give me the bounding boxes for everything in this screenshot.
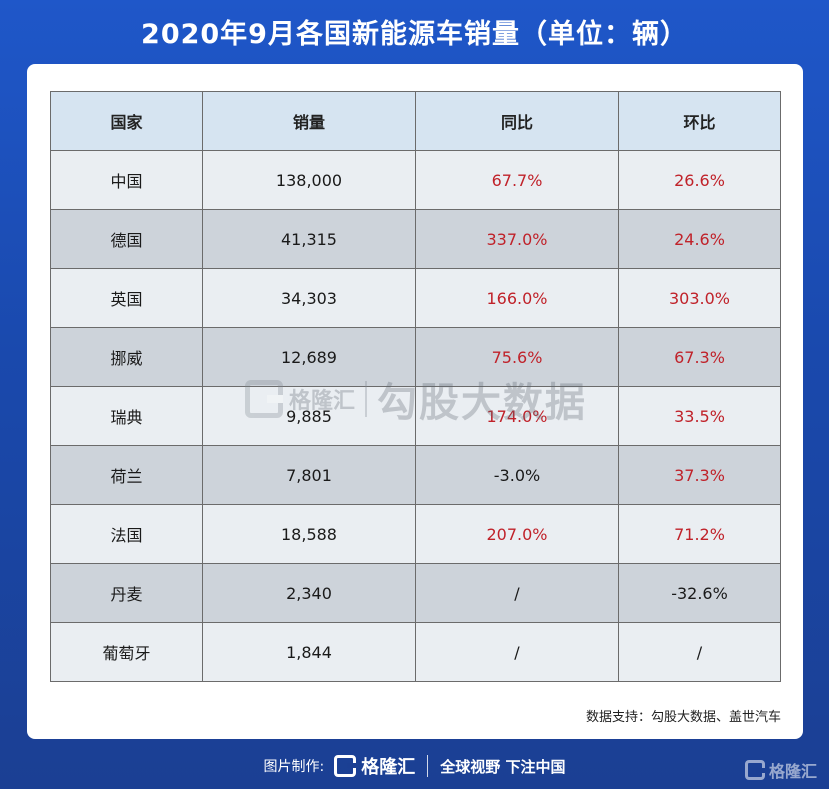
cell-country: 瑞典 (50, 386, 203, 446)
cell-country: 丹麦 (50, 563, 203, 623)
footer-divider (427, 755, 429, 777)
cell-country: 荷兰 (50, 445, 203, 505)
cell-country: 中国 (50, 150, 203, 210)
table-row: 英国 34,303 166.0% 303.0% (50, 268, 781, 328)
header-yoy: 同比 (415, 91, 619, 151)
cell-mom: 33.5% (618, 386, 781, 446)
table-row: 葡萄牙 1,844 / / (50, 622, 781, 682)
cell-sales: 18,588 (202, 504, 416, 564)
cell-mom: 37.3% (618, 445, 781, 505)
header-country: 国家 (50, 91, 203, 151)
table-row: 中国 138,000 67.7% 26.6% (50, 150, 781, 210)
cell-country: 德国 (50, 209, 203, 269)
cell-sales: 138,000 (202, 150, 416, 210)
corner-brand: 格隆汇 (768, 762, 817, 781)
corner-logo: 格隆汇 (744, 758, 817, 782)
cell-country: 英国 (50, 268, 203, 328)
footer-brand: 格隆汇 (361, 757, 416, 778)
table-row: 挪威 12,689 75.6% 67.3% (50, 327, 781, 387)
table-row: 德国 41,315 337.0% 24.6% (50, 209, 781, 269)
header-sales: 销量 (202, 91, 416, 151)
table-card: 国家 销量 同比 环比 中国 138,000 67.7% 26.6% 德国 41… (27, 64, 803, 739)
footer-slogan: 全球视野 下注中国 (440, 757, 566, 776)
cell-yoy: / (415, 563, 619, 623)
cell-yoy: -3.0% (415, 445, 619, 505)
cell-mom: 71.2% (618, 504, 781, 564)
cell-yoy: / (415, 622, 619, 682)
cell-yoy: 337.0% (415, 209, 619, 269)
cell-sales: 7,801 (202, 445, 416, 505)
sales-table: 国家 销量 同比 环比 中国 138,000 67.7% 26.6% 德国 41… (50, 91, 781, 682)
cell-mom: 24.6% (618, 209, 781, 269)
table-row: 瑞典 9,885 174.0% 33.5% (50, 386, 781, 446)
cell-sales: 9,885 (202, 386, 416, 446)
table-header-row: 国家 销量 同比 环比 (50, 91, 781, 151)
gelonghui-logo-icon (744, 760, 765, 780)
cell-yoy: 166.0% (415, 268, 619, 328)
cell-country: 法国 (50, 504, 203, 564)
cell-yoy: 75.6% (415, 327, 619, 387)
cell-mom: 26.6% (618, 150, 781, 210)
cell-yoy: 207.0% (415, 504, 619, 564)
footer-credit: 图片制作: (263, 759, 325, 775)
cell-sales: 34,303 (202, 268, 416, 328)
cell-yoy: 174.0% (415, 386, 619, 446)
cell-sales: 41,315 (202, 209, 416, 269)
table-row: 丹麦 2,340 / -32.6% (50, 563, 781, 623)
cell-mom: -32.6% (618, 563, 781, 623)
page-title: 2020年9月各国新能源车销量（单位：辆） (141, 19, 688, 50)
table-row: 荷兰 7,801 -3.0% 37.3% (50, 445, 781, 505)
cell-sales: 12,689 (202, 327, 416, 387)
header-mom: 环比 (618, 91, 781, 151)
cell-sales: 1,844 (202, 622, 416, 682)
cell-mom: 67.3% (618, 327, 781, 387)
cell-country: 挪威 (50, 327, 203, 387)
data-source: 数据支持：勾股大数据、盖世汽车 (585, 710, 781, 725)
cell-country: 葡萄牙 (50, 622, 203, 682)
cell-mom: 303.0% (618, 268, 781, 328)
footer: 图片制作: 格隆汇 全球视野 下注中国 (0, 748, 829, 784)
cell-mom: / (618, 622, 781, 682)
cell-sales: 2,340 (202, 563, 416, 623)
cell-yoy: 67.7% (415, 150, 619, 210)
gelonghui-logo-icon (334, 755, 357, 777)
table-row: 法国 18,588 207.0% 71.2% (50, 504, 781, 564)
